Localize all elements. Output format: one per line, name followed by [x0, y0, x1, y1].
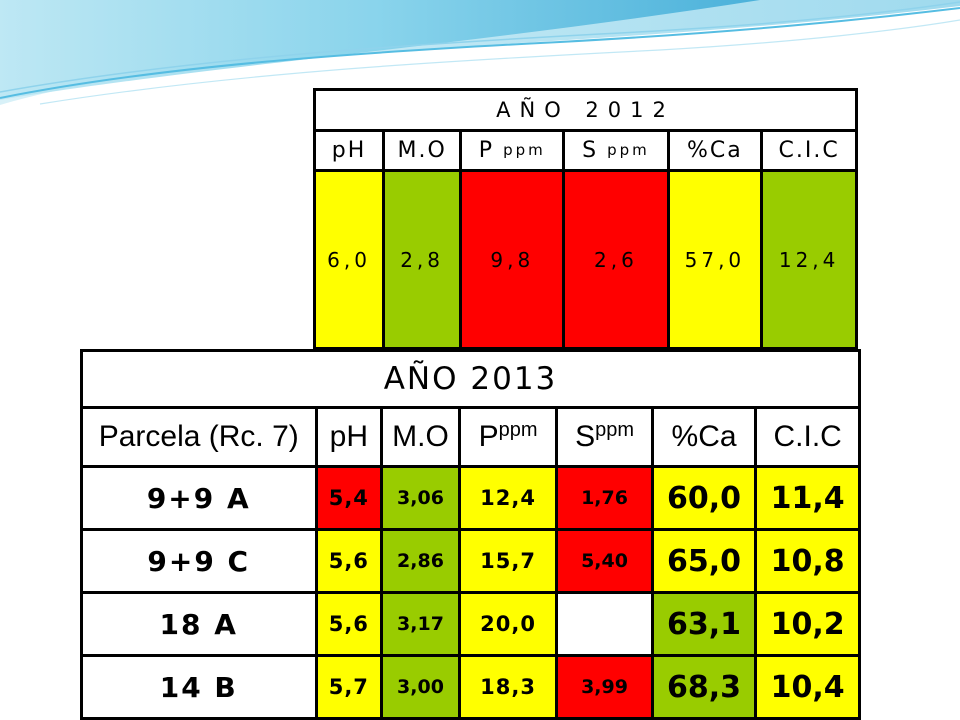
- cell-cic: 10,8: [754, 528, 861, 595]
- cell-parcela: 14 B: [80, 654, 318, 720]
- cell-p: 12,4: [457, 465, 559, 532]
- decorative-wave-banner: [0, 0, 960, 105]
- header-p-label: P: [478, 420, 499, 454]
- value-ph: 6,0: [312, 169, 386, 350]
- header-s-label: S: [582, 138, 599, 163]
- cell-ca: 60,0: [650, 465, 758, 532]
- soil-table-2012: AÑO 2012 pH M.O P ppm S ppm %Ca C.I.C 6,…: [312, 88, 858, 350]
- table-row: 9+9 A 5,4 3,06 12,4 1,76 60,0 11,4: [80, 465, 861, 532]
- cell-ph: 5,6: [314, 528, 384, 595]
- cell-mo: 3,17: [380, 591, 461, 658]
- header-s-label: S: [575, 420, 596, 454]
- header-parcela: Parcela (Rc. 7): [80, 405, 318, 469]
- soil-table-2013: AÑO 2013 Parcela (Rc. 7) pH M.O Pppm Spp…: [80, 349, 861, 720]
- value-s: 2,6: [562, 169, 670, 350]
- cell-s: 1,76: [555, 465, 654, 532]
- cell-s: 5,40: [555, 528, 654, 595]
- cell-parcela: 18 A: [80, 591, 318, 658]
- cell-ph: 5,4: [314, 465, 384, 532]
- header-ca: %Ca: [650, 405, 758, 469]
- cell-p: 15,7: [457, 528, 559, 595]
- cell-p: 20,0: [457, 591, 559, 658]
- cell-cic: 10,4: [754, 654, 861, 720]
- cell-ph: 5,7: [314, 654, 384, 720]
- value-ca: 57,0: [666, 169, 764, 350]
- header-s-unit: ppm: [595, 419, 634, 442]
- header-cic: C.I.C: [760, 129, 858, 172]
- header-ph: pH: [314, 405, 384, 469]
- cell-parcela: 9+9 C: [80, 528, 318, 595]
- cell-ca: 65,0: [650, 528, 758, 595]
- header-s: Sppm: [555, 405, 654, 469]
- cell-ca: 68,3: [650, 654, 758, 720]
- cell-mo: 2,86: [380, 528, 461, 595]
- header-ca: %Ca: [666, 129, 764, 172]
- table-2013-title: AÑO 2013: [80, 349, 861, 409]
- header-p: P ppm: [459, 129, 566, 172]
- table-2013-header-row: Parcela (Rc. 7) pH M.O Pppm Sppm %Ca C.I…: [80, 405, 861, 469]
- cell-cic: 11,4: [754, 465, 861, 532]
- header-mo: M.O: [380, 405, 461, 469]
- cell-s: 3,99: [555, 654, 654, 720]
- header-p-unit: ppm: [498, 419, 538, 442]
- cell-mo: 3,00: [380, 654, 461, 720]
- value-cic: 12,4: [760, 169, 858, 350]
- value-p: 9,8: [459, 169, 566, 350]
- header-p-label: P: [478, 138, 495, 163]
- header-cic: C.I.C: [754, 405, 861, 469]
- table-2012-value-row: 6,0 2,8 9,8 2,6 57,0 12,4: [312, 169, 858, 350]
- header-s-unit: ppm: [607, 141, 650, 159]
- cell-p: 18,3: [457, 654, 559, 720]
- table-row: 18 A 5,6 3,17 20,0 63,1 10,2: [80, 591, 861, 658]
- cell-mo: 3,06: [380, 465, 461, 532]
- header-mo: M.O: [382, 129, 463, 172]
- cell-ph: 5,6: [314, 591, 384, 658]
- cell-ca: 63,1: [650, 591, 758, 658]
- header-s: S ppm: [562, 129, 670, 172]
- cell-cic: 10,2: [754, 591, 861, 658]
- header-p: Pppm: [457, 405, 559, 469]
- header-p-unit: ppm: [503, 141, 546, 159]
- table-row: 14 B 5,7 3,00 18,3 3,99 68,3 10,4: [80, 654, 861, 720]
- table-row: 9+9 C 5,6 2,86 15,7 5,40 65,0 10,8: [80, 528, 861, 595]
- table-2012-header-row: pH M.O P ppm S ppm %Ca C.I.C: [312, 129, 858, 172]
- header-ph: pH: [312, 129, 386, 172]
- cell-s: [555, 591, 654, 658]
- table-2012-title: AÑO 2012: [313, 88, 858, 132]
- cell-parcela: 9+9 A: [80, 465, 318, 532]
- value-mo: 2,8: [382, 169, 463, 350]
